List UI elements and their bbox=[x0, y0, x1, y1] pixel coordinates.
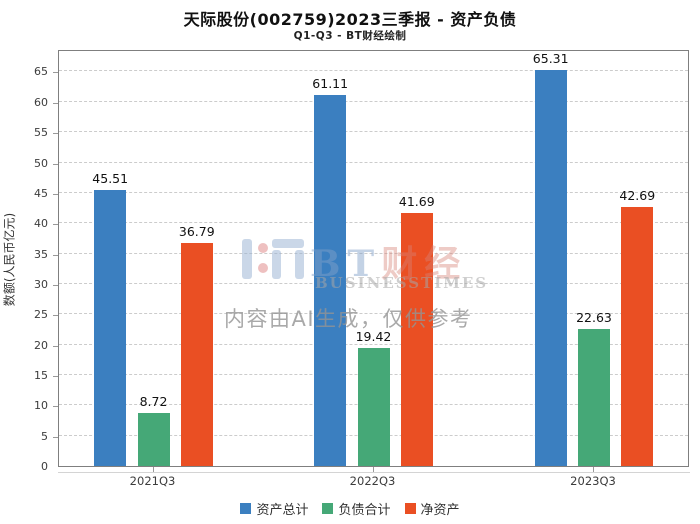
legend-item-资产总计: 资产总计 bbox=[240, 499, 308, 518]
chart-subtitle: Q1-Q3 - BT财经绘制 bbox=[293, 30, 407, 42]
y-axis-tick bbox=[53, 436, 58, 438]
bar-value-label: 8.72 bbox=[139, 394, 168, 410]
y-axis-tick-label: 55 bbox=[34, 126, 48, 140]
gridline bbox=[59, 282, 688, 284]
gridline bbox=[59, 313, 688, 315]
y-axis-tick-label: 35 bbox=[34, 247, 48, 261]
y-axis-tick bbox=[53, 102, 58, 104]
y-axis-tick-label: 0 bbox=[41, 460, 48, 473]
legend-label: 负债合计 bbox=[338, 503, 391, 518]
y-axis-tick bbox=[53, 133, 58, 135]
gridline bbox=[59, 252, 688, 254]
y-axis-tick bbox=[53, 254, 58, 256]
y-axis-tick-label: 65 bbox=[34, 65, 48, 79]
y-axis-tick bbox=[53, 375, 58, 377]
y-axis-tick-label: 45 bbox=[34, 186, 48, 200]
bar-value-label: 61.11 bbox=[312, 76, 349, 92]
legend-item-净资产: 净资产 bbox=[404, 499, 460, 518]
y-axis-tick-label: 30 bbox=[34, 277, 48, 291]
y-axis-tick-label: 15 bbox=[34, 368, 48, 382]
gridline bbox=[59, 161, 688, 163]
gridline bbox=[59, 222, 688, 224]
y-axis-tick-label: 50 bbox=[34, 156, 48, 170]
bar-value-label: 36.79 bbox=[178, 223, 215, 239]
y-axis-tick bbox=[53, 72, 58, 74]
bar-value-label: 41.69 bbox=[398, 193, 435, 209]
y-axis-tick-label: 40 bbox=[34, 217, 48, 231]
y-axis-tick-label: 25 bbox=[34, 308, 48, 322]
legend-label: 资产总计 bbox=[256, 503, 309, 518]
legend-swatch-icon bbox=[322, 503, 334, 514]
gridline bbox=[59, 100, 688, 102]
bar-资产总计-2021Q3 bbox=[94, 189, 127, 466]
y-axis-tick bbox=[53, 406, 58, 408]
x-axis-tick-label: 2021Q3 bbox=[129, 474, 176, 488]
bar-负债合计-2021Q3 bbox=[137, 413, 170, 466]
bar-value-label: 19.42 bbox=[355, 329, 392, 345]
bar-净资产-2022Q3 bbox=[400, 212, 433, 466]
y-axis-tick-label: 20 bbox=[34, 338, 48, 352]
plot-area: 45.51 8.72 36.79 61.11 19.42 41.69 65.31 22.63 4… bbox=[58, 50, 689, 467]
gridline bbox=[59, 343, 688, 345]
bar-value-label: 42.69 bbox=[619, 187, 656, 203]
bar-净资产-2021Q3 bbox=[180, 242, 213, 466]
bar-资产总计-2022Q3 bbox=[314, 95, 347, 466]
legend-label: 净资产 bbox=[420, 503, 460, 518]
legend: 资产总计 负债合计 净资产 bbox=[0, 499, 700, 518]
bar-净资产-2023Q3 bbox=[621, 206, 654, 466]
y-axis-tick-label: 5 bbox=[41, 429, 48, 443]
y-axis-tick bbox=[53, 315, 58, 317]
y-axis-tick bbox=[53, 163, 58, 165]
y-axis-tick bbox=[53, 193, 58, 195]
legend-item-负债合计: 负债合计 bbox=[322, 499, 391, 518]
x-axis-tick bbox=[152, 467, 154, 472]
x-axis-baseline bbox=[58, 472, 690, 473]
gridline bbox=[59, 131, 688, 133]
y-axis-tick bbox=[53, 345, 58, 347]
bar-负债合计-2022Q3 bbox=[357, 348, 390, 466]
legend-swatch-icon bbox=[240, 503, 252, 514]
x-axis-tick bbox=[372, 467, 374, 472]
y-axis-tick-label: 60 bbox=[34, 95, 48, 109]
bar-资产总计-2023Q3 bbox=[534, 69, 567, 466]
bar-负债合计-2023Q3 bbox=[578, 328, 610, 466]
gridline bbox=[59, 191, 688, 193]
bar-value-label: 45.51 bbox=[92, 170, 129, 186]
y-axis-tick bbox=[53, 284, 58, 286]
x-axis-tick bbox=[593, 467, 594, 472]
x-axis-tick-label: 2022Q3 bbox=[349, 474, 396, 488]
legend-swatch-icon bbox=[404, 503, 416, 514]
bar-value-label: 22.63 bbox=[576, 309, 612, 325]
x-axis-tick-label: 2023Q3 bbox=[570, 474, 616, 488]
y-axis-tick-label: 10 bbox=[34, 399, 48, 413]
y-axis-tick bbox=[53, 224, 58, 226]
gridline bbox=[59, 70, 688, 72]
chart-title: 天际股份(002759)2023三季报 - 资产负债 bbox=[183, 10, 517, 29]
bar-value-label: 65.31 bbox=[532, 50, 569, 66]
